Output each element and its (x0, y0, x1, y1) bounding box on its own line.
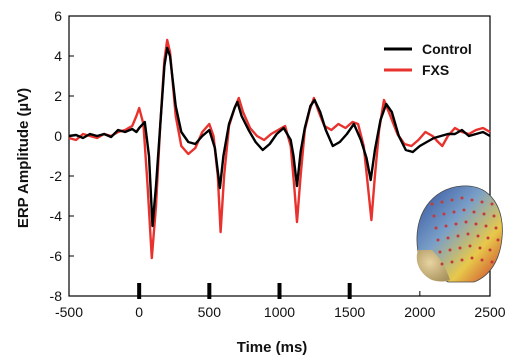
electrode-dot (472, 210, 476, 214)
x-tick-label: 2500 (474, 304, 505, 320)
electrode-dot (474, 222, 478, 226)
electrode-dot (460, 258, 464, 262)
legend-label-fxs: FXS (422, 62, 449, 78)
electrode-dot (488, 248, 492, 252)
electrode-dot (462, 208, 466, 212)
y-axis: -8 -6 -4 -2 0 2 4 6 (50, 8, 74, 304)
stimulus-marker (207, 283, 212, 299)
x-tick-label: 1500 (334, 304, 365, 320)
stimulus-marker (277, 283, 282, 299)
electrode-dot (486, 236, 490, 240)
x-tick-label: -500 (55, 304, 83, 320)
x-tick-label: 500 (198, 304, 222, 320)
x-tick-label: 1000 (264, 304, 295, 320)
electrode-dot (454, 222, 458, 226)
series-line-control (68, 46, 491, 228)
head-electrode-map-icon (416, 185, 503, 283)
electrode-dot (442, 212, 446, 216)
electrode-dot (464, 220, 468, 224)
electrode-dot (444, 224, 448, 228)
electrode-dot (480, 258, 484, 262)
y-tick-label: 0 (54, 128, 62, 144)
electrode-dot (458, 246, 462, 250)
legend: Control FXS (384, 41, 472, 78)
electrode-dot (476, 234, 480, 238)
legend-label-control: Control (422, 41, 472, 57)
electrode-dot (468, 244, 472, 248)
electrode-dot (496, 238, 500, 242)
electrode-dot (452, 210, 456, 214)
series-line-fxs (68, 38, 491, 260)
electrode-dot (436, 238, 440, 242)
x-tick-label: 0 (135, 304, 143, 320)
stimulus-markers (137, 283, 352, 299)
electrode-dot (470, 256, 474, 260)
y-tick-label: -4 (50, 208, 63, 224)
electrode-dot (494, 226, 498, 230)
electrode-dot (456, 234, 460, 238)
y-axis-title: ERP Amplitude (µV) (15, 88, 32, 228)
electrode-dot (450, 198, 454, 202)
electrode-dot (450, 260, 454, 264)
electrode-dot (466, 232, 470, 236)
y-tick-label: -6 (50, 248, 63, 264)
electrode-dot (492, 214, 496, 218)
electrode-dot (490, 260, 494, 264)
y-tick-label: 4 (54, 48, 62, 64)
electrode-dot (460, 196, 464, 200)
y-tick-label: 2 (54, 88, 62, 104)
electrode-dot (470, 198, 474, 202)
stimulus-marker (347, 283, 352, 299)
electrode-dot (446, 236, 450, 240)
electrode-dot (434, 226, 438, 230)
y-tick-label: 6 (54, 8, 62, 24)
y-tick-label: -2 (50, 168, 63, 184)
electrode-dot (440, 200, 444, 204)
electrode-dot (448, 248, 452, 252)
series-layer (68, 38, 491, 260)
electrode-dot (430, 202, 434, 206)
electrode-dot (484, 224, 488, 228)
electrode-dot (490, 202, 494, 206)
electrode-dot (482, 212, 486, 216)
electrode-dot (478, 246, 482, 250)
electrode-dot (480, 200, 484, 204)
x-tick-label: 2000 (404, 304, 435, 320)
electrode-dot (438, 250, 442, 254)
y-tick-label: -8 (50, 288, 63, 304)
electrode-dot (440, 262, 444, 266)
x-axis-title: Time (ms) (237, 339, 308, 356)
electrode-dot (432, 214, 436, 218)
stimulus-marker (137, 283, 142, 299)
